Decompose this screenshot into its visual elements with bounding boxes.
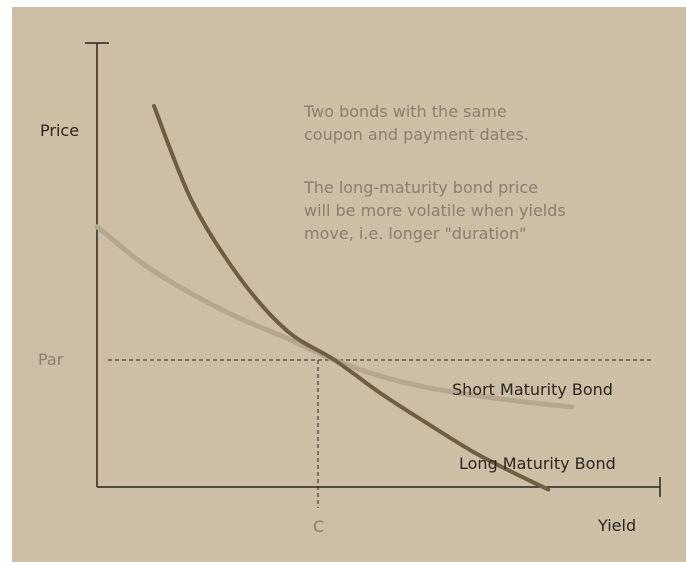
annotation-line: The long-maturity bond price [304, 178, 538, 197]
annotation-same-coupon: Two bonds with the same coupon and payme… [304, 100, 529, 146]
legend-long-maturity-bond: Long Maturity Bond [459, 454, 616, 473]
y-tick-label-par: Par [38, 350, 64, 369]
long-maturity-bond-curve [152, 104, 551, 492]
annotation-line: will be more volatile when yields [304, 201, 566, 220]
x-tick-label-c: C [313, 517, 325, 536]
annotation-line: move, i.e. longer "duration" [304, 224, 527, 243]
annotation-volatility: The long-maturity bond price will be mor… [304, 176, 566, 245]
y-axis-label: Price [40, 121, 80, 140]
annotation-line: Two bonds with the same [304, 102, 507, 121]
chart-panel: Price Par C Yield Short Maturity Bond Lo… [12, 7, 686, 562]
annotation-line: coupon and payment dates. [304, 125, 529, 144]
legend-short-maturity-bond: Short Maturity Bond [452, 380, 613, 399]
x-axis-label: Yield [598, 516, 637, 535]
bond-price-yield-chart [85, 42, 661, 508]
